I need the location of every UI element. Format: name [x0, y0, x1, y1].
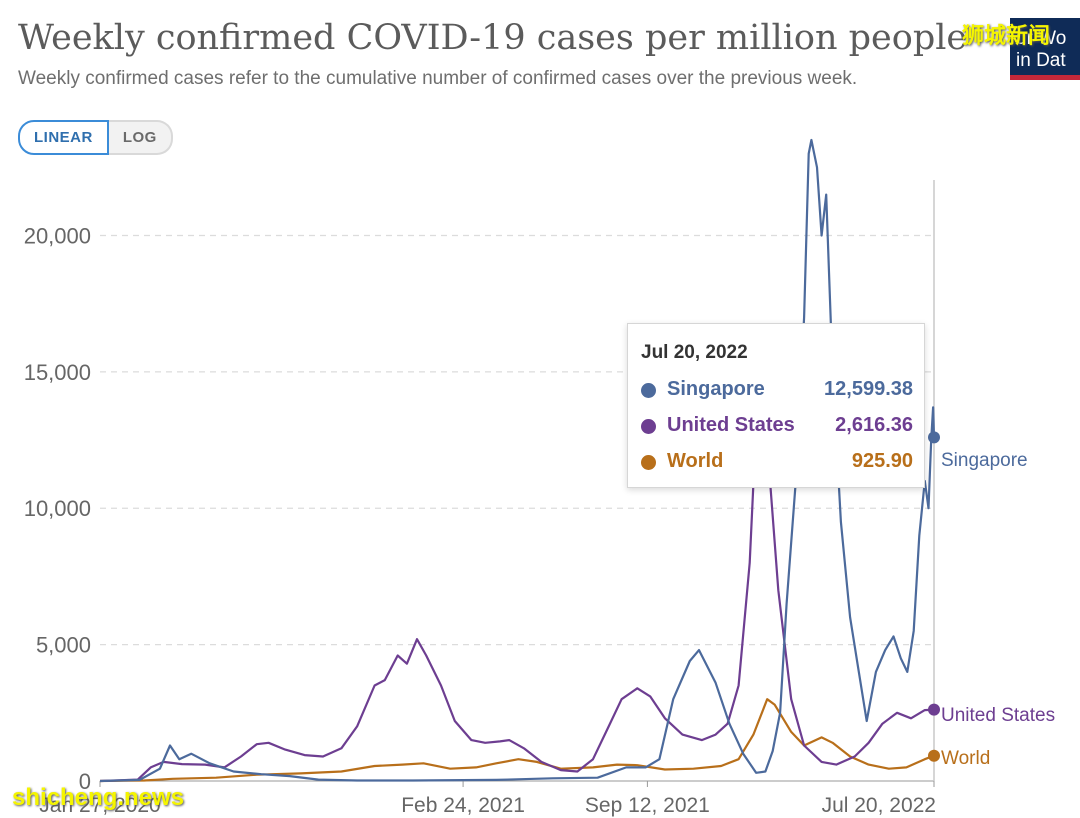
logo-line-2: in Dat: [1016, 50, 1066, 71]
watermark-bottom: shicheng.news: [12, 784, 185, 811]
tooltip-series-value: 12,599.38: [824, 378, 913, 400]
tooltip-series-value: 2,616.36: [835, 414, 913, 436]
tooltip-row-united-states: United States 2,616.36: [641, 414, 913, 438]
x-tick-label: Sep 12, 2021: [585, 794, 710, 817]
x-tick-label: Jan 27, 2020: [39, 794, 160, 817]
tooltip-date: Jul 20, 2022: [641, 342, 748, 363]
log-scale-button[interactable]: LOG: [108, 120, 173, 155]
end-marker-world: [928, 749, 940, 762]
end-marker-united-states: [928, 703, 940, 716]
series-line-united-states: [99, 329, 935, 783]
end-marker-singapore: [928, 431, 940, 444]
tooltip-series-value: 925.90: [851, 450, 913, 472]
tooltip-row-world: World 925.90: [641, 450, 913, 474]
chart-subtitle: Weekly confirmed cases refer to the cumu…: [18, 68, 858, 89]
y-tick-label: 5,000: [36, 633, 91, 658]
y-tick-label: 15,000: [24, 360, 91, 385]
scale-toggle: LINEAR LOG: [18, 120, 173, 155]
end-label-world: World: [941, 748, 990, 769]
owid-logo[interactable]: ur Wo in Dat: [1010, 18, 1080, 80]
tooltip-row-singapore: Singapore 12,599.38: [641, 378, 913, 402]
united-states-dot-icon: [641, 419, 656, 434]
series-line-world: [99, 698, 935, 783]
end-label-united-states: United States: [941, 705, 1055, 726]
y-tick-label: 10,000: [24, 496, 91, 521]
singapore-dot-icon: [641, 383, 656, 398]
x-tick-label: Jul 20, 2022: [822, 794, 936, 817]
tooltip-series-name: World: [667, 450, 724, 472]
series-line-singapore: [99, 138, 936, 783]
y-tick-label: 20,000: [24, 223, 91, 248]
logo-red-bar: [1010, 75, 1080, 80]
x-tick-label: Feb 24, 2021: [401, 794, 525, 817]
tooltip-series-name: United States: [667, 414, 795, 436]
end-label-singapore: Singapore: [941, 450, 1028, 471]
logo-line-1: ur Wo: [1016, 28, 1067, 49]
linear-scale-button[interactable]: LINEAR: [18, 120, 109, 155]
watermark-top: 狮城新闻: [962, 23, 1051, 48]
y-tick-label: 0: [79, 769, 91, 794]
chart-title: Weekly confirmed COVID-19 cases per mill…: [18, 18, 968, 58]
world-dot-icon: [641, 455, 656, 470]
tooltip-series-name: Singapore: [667, 378, 765, 400]
hover-tooltip: Jul 20, 2022 Singapore 12,599.38 United …: [627, 323, 925, 488]
